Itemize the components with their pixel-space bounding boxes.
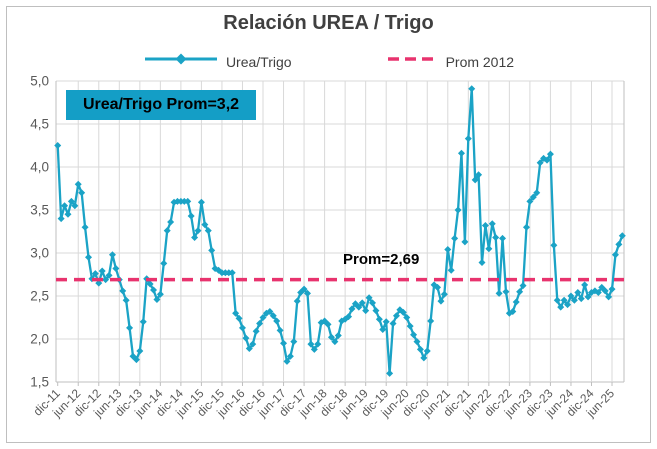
legend-item-urea-trigo: Urea/Trigo xyxy=(143,52,292,71)
series-markers xyxy=(54,85,626,377)
avg-line-label: Prom=2,69 xyxy=(343,251,420,268)
svg-text:4,5: 4,5 xyxy=(30,117,49,132)
legend-label-urea-trigo: Urea/Trigo xyxy=(225,53,292,70)
series-line-marker-icon xyxy=(143,52,219,71)
svg-text:2,0: 2,0 xyxy=(30,332,49,347)
svg-text:1,5: 1,5 xyxy=(30,375,49,390)
chart-title: Relación UREA / Trigo xyxy=(223,12,434,34)
dashed-line-marker-icon xyxy=(387,52,439,71)
svg-text:5,0: 5,0 xyxy=(30,74,49,89)
average-callout-box: Urea/Trigo Prom=3,2 xyxy=(66,90,256,120)
svg-text:4,0: 4,0 xyxy=(30,160,49,175)
svg-text:3,5: 3,5 xyxy=(30,203,49,218)
axes xyxy=(55,81,625,386)
urea-trigo-series xyxy=(54,85,626,377)
legend: Urea/Trigo Prom 2012 xyxy=(0,52,657,71)
legend-label-prom-2012: Prom 2012 xyxy=(445,53,515,70)
axis-labels: 5,04,54,03,53,02,52,01,5dic-11jun-12dic-… xyxy=(30,74,617,421)
svg-text:3,0: 3,0 xyxy=(30,246,49,261)
legend-item-prom-2012: Prom 2012 xyxy=(387,52,514,71)
svg-text:2,5: 2,5 xyxy=(30,289,49,304)
